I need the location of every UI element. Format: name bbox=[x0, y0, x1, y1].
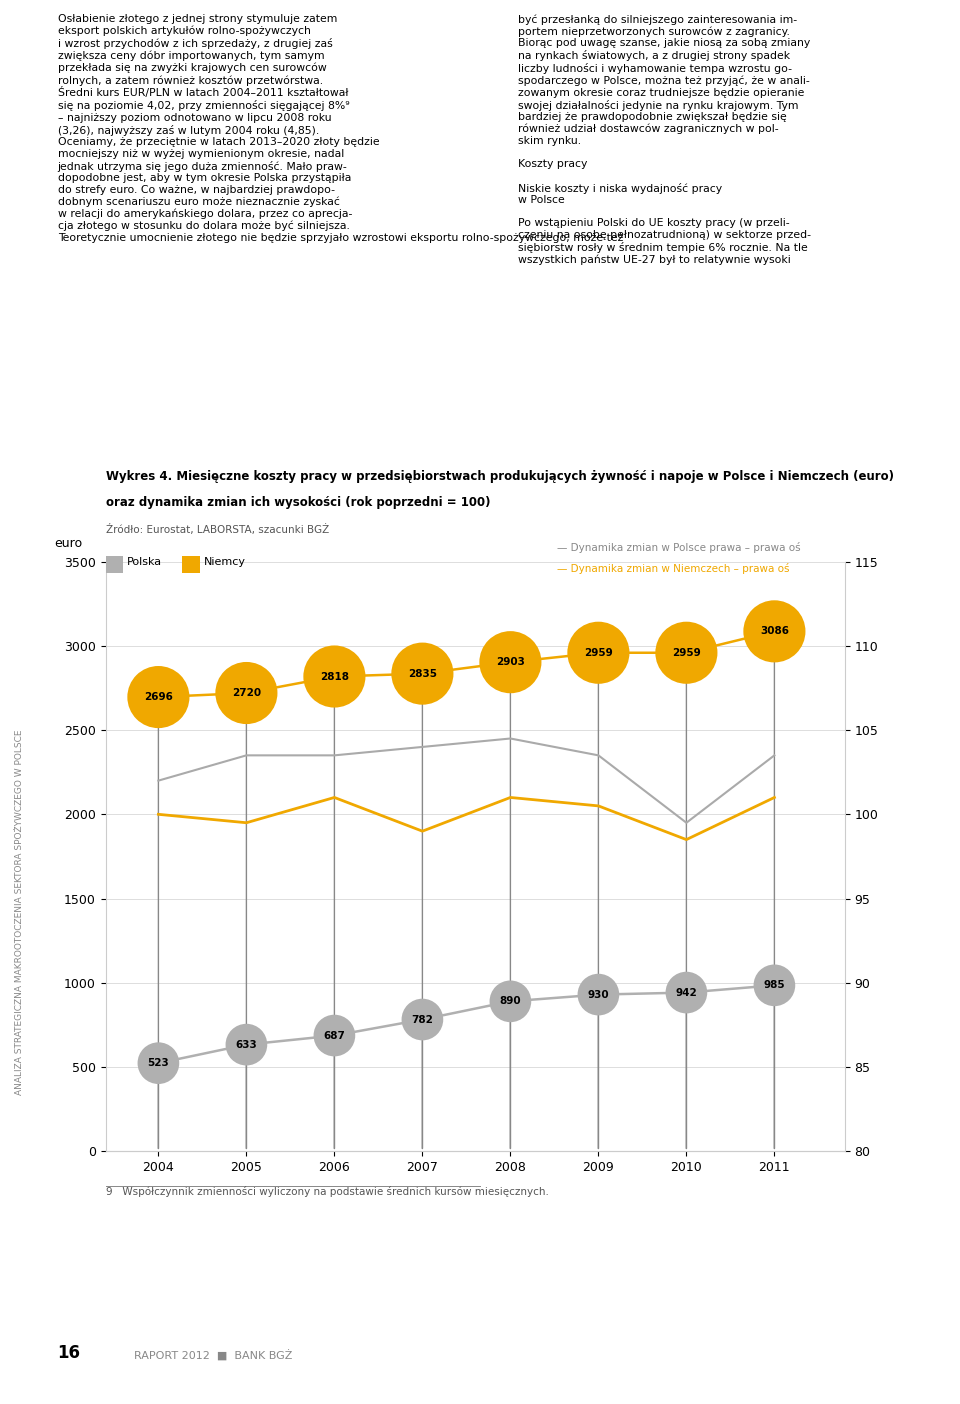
Text: 2818: 2818 bbox=[320, 671, 348, 681]
Text: — Dynamika zmian w Polsce prawa – prawa oś: — Dynamika zmian w Polsce prawa – prawa … bbox=[557, 542, 801, 553]
Text: Niemcy: Niemcy bbox=[204, 556, 246, 567]
Text: 2959: 2959 bbox=[584, 647, 612, 657]
Point bbox=[415, 1008, 430, 1031]
Text: 2903: 2903 bbox=[496, 657, 525, 667]
Text: Wykres 4. Miesięczne koszty pracy w przedsiębiorstwach produkujących żywność i n: Wykres 4. Miesięczne koszty pracy w prze… bbox=[106, 470, 894, 483]
Text: 2720: 2720 bbox=[231, 688, 261, 698]
Point bbox=[326, 1025, 342, 1047]
Text: 930: 930 bbox=[588, 990, 610, 1000]
Point bbox=[590, 642, 606, 664]
Point bbox=[239, 682, 254, 705]
Text: 942: 942 bbox=[676, 987, 697, 998]
Point bbox=[767, 974, 782, 997]
Text: 890: 890 bbox=[499, 997, 521, 1007]
Point bbox=[239, 1033, 254, 1056]
Text: oraz dynamika zmian ich wysokości (rok poprzedni = 100): oraz dynamika zmian ich wysokości (rok p… bbox=[106, 496, 491, 508]
Point bbox=[415, 663, 430, 685]
Text: 633: 633 bbox=[235, 1039, 257, 1050]
Text: 9   Współczynnik zmienności wyliczony na podstawie średnich kursów miesięcznych.: 9 Współczynnik zmienności wyliczony na p… bbox=[106, 1186, 548, 1198]
Text: 16: 16 bbox=[58, 1344, 81, 1362]
Text: Osłabienie złotego z jednej strony stymuluje zatem
eksport polskich artykułów ro: Osłabienie złotego z jednej strony stymu… bbox=[58, 14, 623, 243]
Text: 985: 985 bbox=[763, 980, 785, 990]
Text: ANALIZA STRATEGICZNA MAKROOTOCZENIA SEKTORA SPOŻYWCZEGO W POLSCE: ANALIZA STRATEGICZNA MAKROOTOCZENIA SEKT… bbox=[14, 730, 24, 1095]
Text: 2835: 2835 bbox=[408, 668, 437, 678]
Point bbox=[679, 981, 694, 1004]
Text: Polska: Polska bbox=[127, 556, 162, 567]
Point bbox=[151, 1052, 166, 1074]
Text: 687: 687 bbox=[324, 1031, 346, 1040]
Text: — Dynamika zmian w Niemczech – prawa oś: — Dynamika zmian w Niemczech – prawa oś bbox=[557, 563, 789, 574]
Text: być przesłanką do silniejszego zainteresowania im-
portem nieprzetworzonych suro: być przesłanką do silniejszego zainteres… bbox=[518, 14, 811, 265]
Point bbox=[151, 685, 166, 708]
Text: 2696: 2696 bbox=[144, 692, 173, 702]
Text: 2959: 2959 bbox=[672, 647, 701, 657]
Point bbox=[326, 665, 342, 688]
Text: 3086: 3086 bbox=[760, 626, 789, 636]
Text: 782: 782 bbox=[412, 1015, 433, 1025]
Text: euro: euro bbox=[54, 536, 82, 550]
Text: RAPORT 2012  ■  BANK BGŻ: RAPORT 2012 ■ BANK BGŻ bbox=[134, 1351, 293, 1362]
Point bbox=[590, 983, 606, 1005]
Point bbox=[503, 651, 518, 674]
Text: 523: 523 bbox=[148, 1059, 169, 1068]
Point bbox=[767, 621, 782, 643]
Text: Źródło: Eurostat, LABORSTA, szacunki BGŻ: Źródło: Eurostat, LABORSTA, szacunki BGŻ bbox=[106, 524, 329, 535]
Point bbox=[679, 642, 694, 664]
Point bbox=[503, 990, 518, 1012]
